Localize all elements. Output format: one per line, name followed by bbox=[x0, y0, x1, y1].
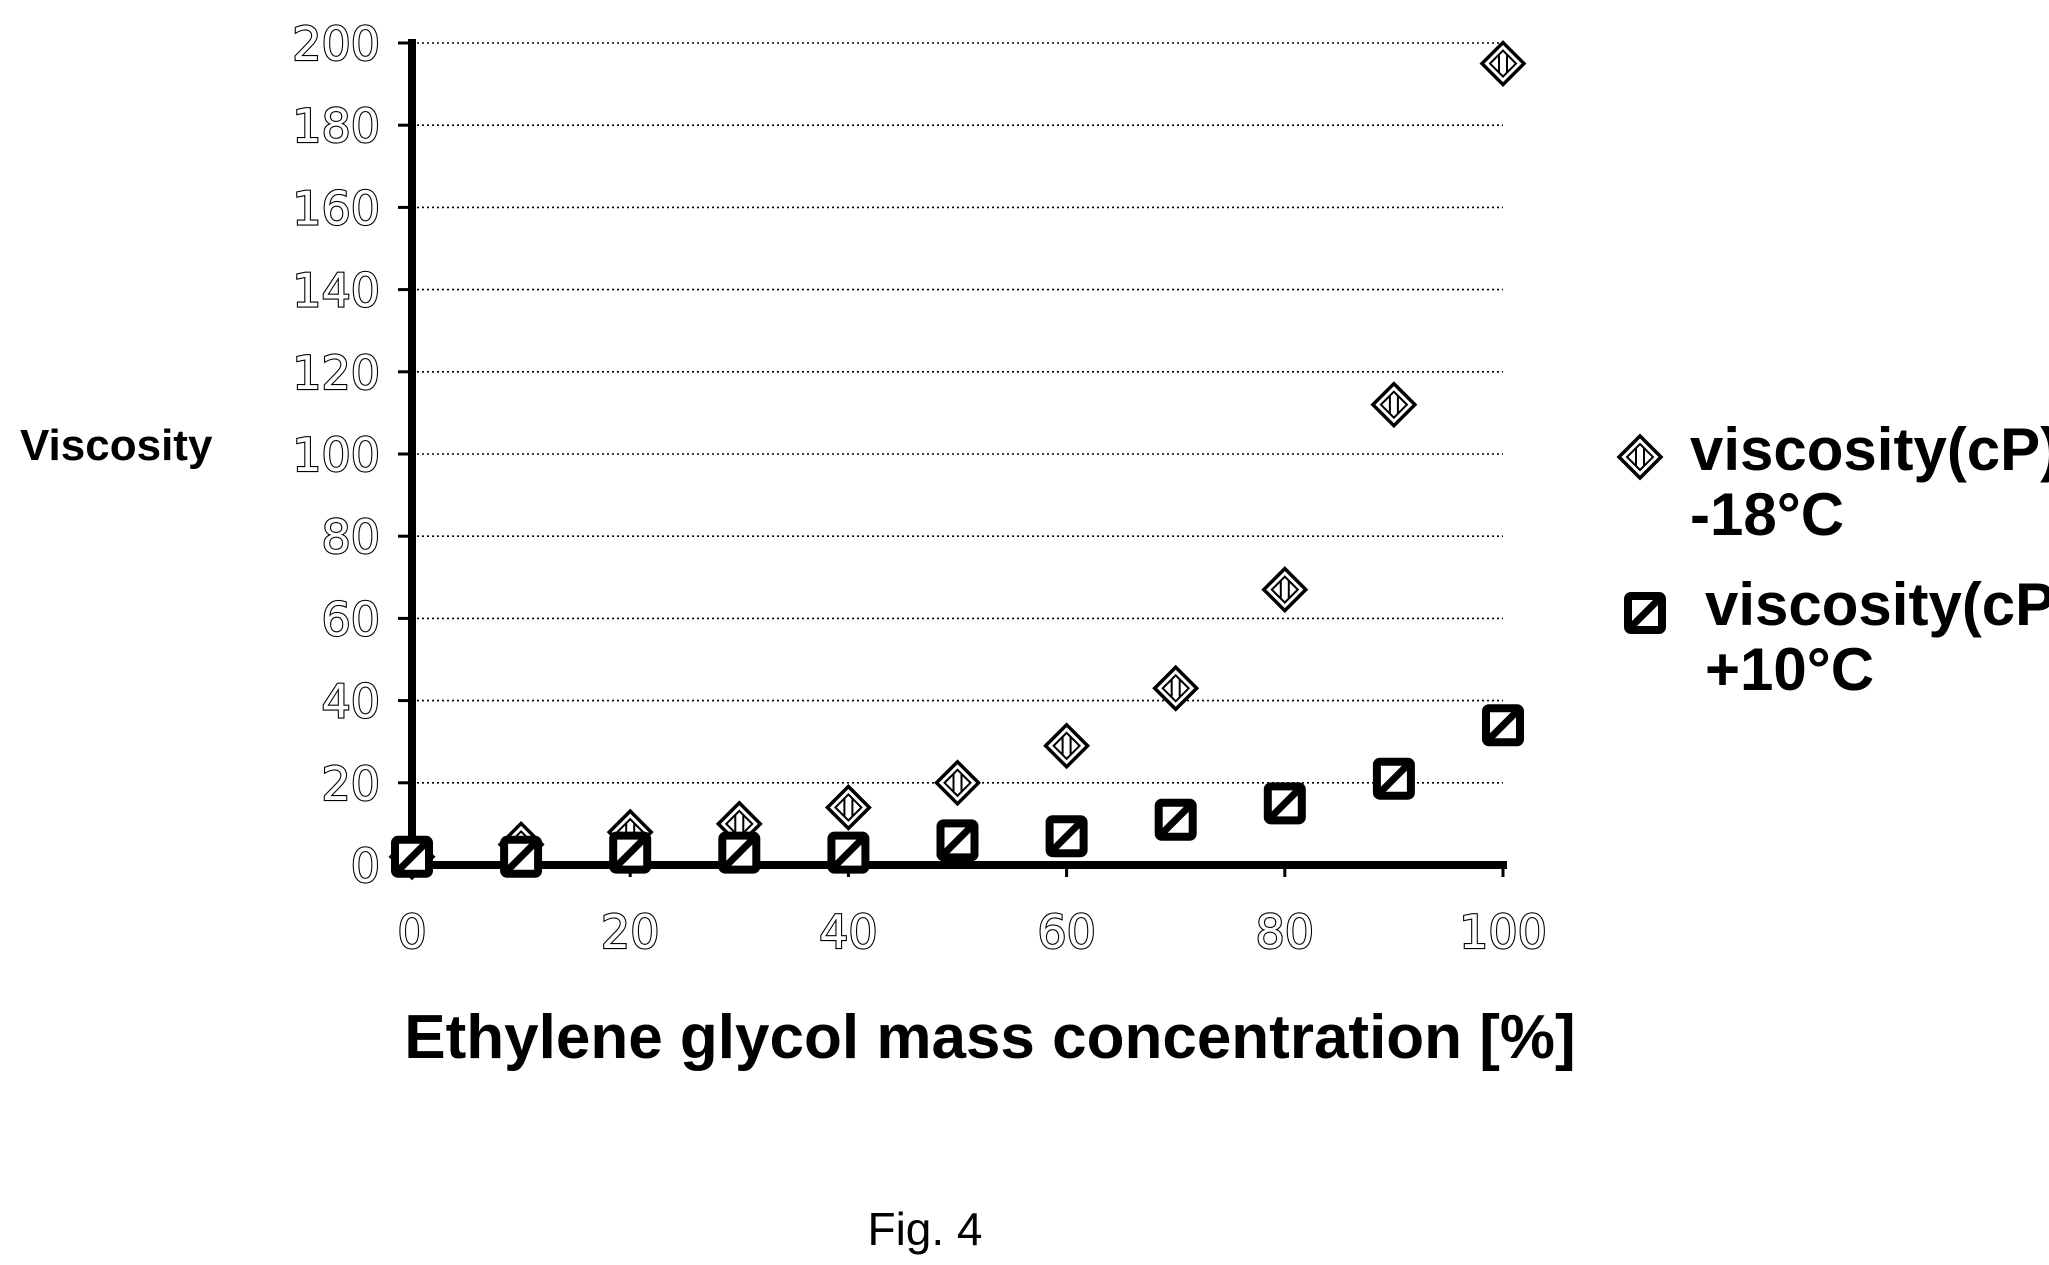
x-tick-label: 60 bbox=[1037, 905, 1096, 959]
y-tick-label: 120 bbox=[292, 346, 380, 400]
figure-caption: Fig. 4 bbox=[867, 1203, 982, 1255]
y-tick-label: 0 bbox=[351, 839, 380, 893]
data-point-series-2 bbox=[500, 835, 543, 878]
y-tick-label: 200 bbox=[292, 17, 380, 71]
y-tick-label: 180 bbox=[292, 99, 380, 153]
y-tick-label: 80 bbox=[321, 510, 380, 564]
data-point-series-2 bbox=[827, 831, 870, 874]
x-axis-label: Ethylene glycol mass concentration [%] bbox=[404, 1003, 1575, 1072]
legend-label-series-1-line-2: -18°C bbox=[1690, 481, 1844, 548]
data-point-series-2 bbox=[1482, 704, 1524, 747]
y-tick-label: 100 bbox=[292, 428, 380, 482]
x-tick-label: 100 bbox=[1459, 905, 1547, 959]
x-tick-label: 0 bbox=[397, 905, 426, 959]
y-tick-labels: 0 20 40 60 80 100 120 140 160 180 200 bbox=[291, 16, 381, 894]
legend-label-series-2-line-1: viscosity(cP) bbox=[1705, 571, 2049, 638]
y-tick-label: 20 bbox=[321, 757, 380, 811]
x-tick-label: 40 bbox=[819, 905, 878, 959]
data-point-series-2 bbox=[1154, 798, 1197, 841]
legend-label-series-2-line-2: +10°C bbox=[1705, 636, 1874, 703]
x-tick-label: 20 bbox=[601, 905, 660, 959]
gridlines bbox=[412, 42, 1503, 784]
legend: viscosity(cP) -18°C viscosity(cP) +10°C bbox=[1616, 416, 2049, 703]
axes bbox=[398, 39, 1507, 877]
data-point-series-1 bbox=[1370, 381, 1418, 429]
legend-label-series-1-line-1: viscosity(cP) bbox=[1690, 416, 2049, 483]
data-point-series-1 bbox=[934, 759, 981, 807]
data-point-series-1 bbox=[1261, 566, 1309, 614]
x-tick-label: 80 bbox=[1256, 905, 1315, 959]
x-tick-labels: 0 20 40 60 80 100 bbox=[396, 904, 1548, 960]
data-point-series-2 bbox=[1372, 757, 1415, 800]
y-axis-label: Viscosity bbox=[20, 421, 213, 470]
legend-marker-series-1 bbox=[1616, 433, 1664, 481]
data-point-series-1 bbox=[1152, 664, 1200, 712]
data-point-series-2 bbox=[391, 835, 433, 878]
data-point-series-2 bbox=[609, 831, 652, 874]
data-point-series-2 bbox=[1045, 815, 1088, 858]
data-point-series-2 bbox=[718, 831, 761, 874]
legend-diamond-marker bbox=[1616, 433, 1664, 481]
legend-hatched-square-marker bbox=[1624, 592, 1666, 634]
y-tick-label: 160 bbox=[292, 181, 380, 235]
data-point-series-2 bbox=[1263, 782, 1306, 825]
data-point-series-1 bbox=[1043, 722, 1091, 770]
data-points bbox=[388, 40, 1527, 881]
data-point-series-2 bbox=[936, 819, 979, 862]
legend-marker-series-2 bbox=[1624, 592, 1666, 634]
y-tick-label: 140 bbox=[292, 264, 380, 318]
y-tick-label: 40 bbox=[321, 675, 380, 729]
data-point-series-1 bbox=[824, 783, 872, 831]
y-tick-label: 60 bbox=[321, 592, 380, 646]
data-point-series-1 bbox=[1479, 40, 1527, 88]
